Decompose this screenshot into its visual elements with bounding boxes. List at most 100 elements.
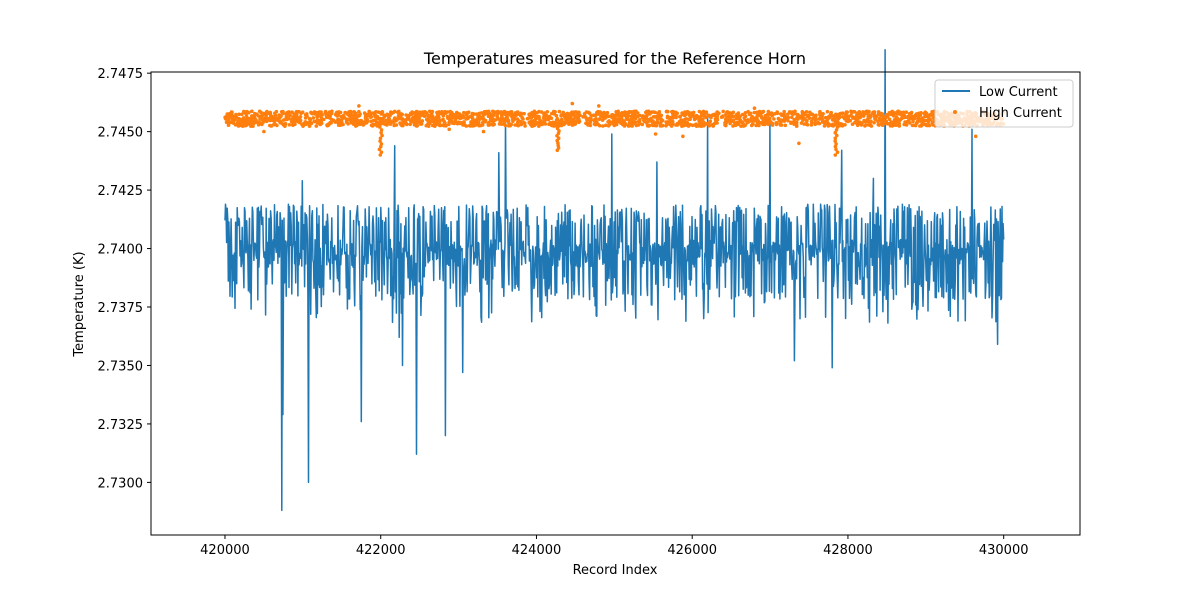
scatter-point	[337, 110, 341, 114]
scatter-point	[779, 123, 784, 127]
scatter-point	[690, 113, 695, 118]
scatter-point	[400, 112, 405, 117]
scatter-point	[614, 110, 618, 114]
scatter-point	[904, 123, 909, 127]
scatter-point	[440, 118, 445, 122]
scatter-point	[371, 118, 376, 123]
scatter-point	[711, 112, 716, 117]
y-tick-label: 2.7350	[98, 359, 144, 374]
scatter-point	[516, 119, 521, 124]
scatter-point	[834, 142, 838, 146]
scatter-point	[379, 130, 383, 135]
scatter-point	[250, 109, 254, 114]
scatter-point	[618, 112, 622, 116]
scatter-point	[904, 110, 909, 114]
scatter-point	[926, 118, 931, 123]
scatter-point	[844, 113, 848, 117]
scatter-point	[833, 117, 837, 121]
scatter-point	[922, 111, 927, 116]
y-tick-label: 2.7325	[98, 418, 144, 433]
scatter-point	[498, 120, 503, 124]
scatter-point	[570, 120, 574, 125]
scatter-point	[697, 116, 702, 121]
scatter-point	[885, 113, 890, 117]
scatter-point	[357, 104, 361, 108]
scatter-point	[379, 144, 383, 149]
scatter-point	[519, 122, 523, 127]
scatter-point	[539, 110, 544, 114]
scatter-point	[294, 112, 299, 116]
scatter-point	[312, 119, 316, 124]
scatter-point	[587, 116, 592, 121]
chart-title: Temperatures measured for the Reference …	[423, 49, 806, 68]
scatter-point	[666, 120, 670, 124]
scatter-point	[610, 115, 614, 120]
scatter-point	[640, 122, 645, 127]
scatter-point	[658, 124, 663, 128]
scatter-point	[530, 124, 535, 128]
scatter-point	[413, 119, 417, 124]
scatter-point	[251, 124, 255, 128]
scatter-point	[655, 120, 659, 125]
scatter-point	[292, 112, 297, 116]
scatter-point	[872, 120, 876, 125]
scatter-point	[911, 119, 915, 124]
scatter-point	[701, 117, 705, 122]
scatter-point	[887, 117, 892, 122]
scatter-point	[499, 111, 504, 116]
scatter-point	[279, 114, 283, 118]
scatter-point	[387, 116, 391, 121]
scatter-point	[516, 123, 521, 128]
scatter-point	[378, 119, 383, 124]
scatter-point	[833, 153, 838, 157]
scatter-point	[891, 113, 896, 117]
scatter-point	[249, 119, 254, 124]
scatter-point	[834, 128, 839, 132]
scatter-point	[287, 123, 292, 127]
scatter-point	[403, 119, 408, 123]
scatter-point	[593, 113, 598, 118]
scatter-point	[336, 117, 340, 122]
scatter-point	[408, 122, 413, 127]
scatter-point	[320, 113, 325, 117]
scatter-point	[305, 112, 309, 116]
scatter-point	[466, 110, 471, 114]
scatter-point	[533, 111, 537, 116]
scatter-point	[257, 109, 262, 114]
scatter-point	[548, 121, 553, 125]
scatter-point	[922, 118, 927, 123]
scatter-point	[555, 117, 560, 121]
scatter-point	[555, 148, 560, 153]
scatter-point	[329, 111, 334, 116]
scatter-point	[314, 124, 319, 128]
scatter-point	[349, 110, 354, 114]
scatter-point	[503, 117, 507, 121]
scatter-point	[891, 120, 896, 125]
scatter-point	[285, 113, 290, 118]
scatter-point	[619, 121, 623, 125]
scatter-point	[457, 112, 462, 116]
scatter-point	[761, 119, 766, 123]
scatter-point	[417, 120, 422, 125]
scatter-point	[674, 110, 678, 115]
scatter-point	[849, 110, 854, 115]
scatter-point	[833, 144, 838, 149]
scatter-point	[260, 117, 265, 122]
scatter-point	[552, 120, 557, 125]
scatter-point	[400, 123, 404, 128]
scatter-point	[783, 123, 788, 128]
scatter-point	[752, 106, 757, 110]
scatter-point	[653, 110, 657, 115]
scatter-point	[480, 123, 485, 127]
scatter-point	[786, 118, 790, 123]
scatter-point	[910, 115, 914, 119]
scatter-point	[298, 115, 303, 119]
scatter-point	[632, 112, 637, 116]
scatter-point	[354, 111, 358, 116]
scatter-point	[384, 122, 388, 127]
y-tick-label: 2.7425	[98, 184, 144, 199]
scatter-point	[223, 115, 227, 120]
scatter-point	[533, 122, 538, 127]
scatter-point	[230, 110, 234, 115]
scatter-point	[333, 120, 338, 124]
